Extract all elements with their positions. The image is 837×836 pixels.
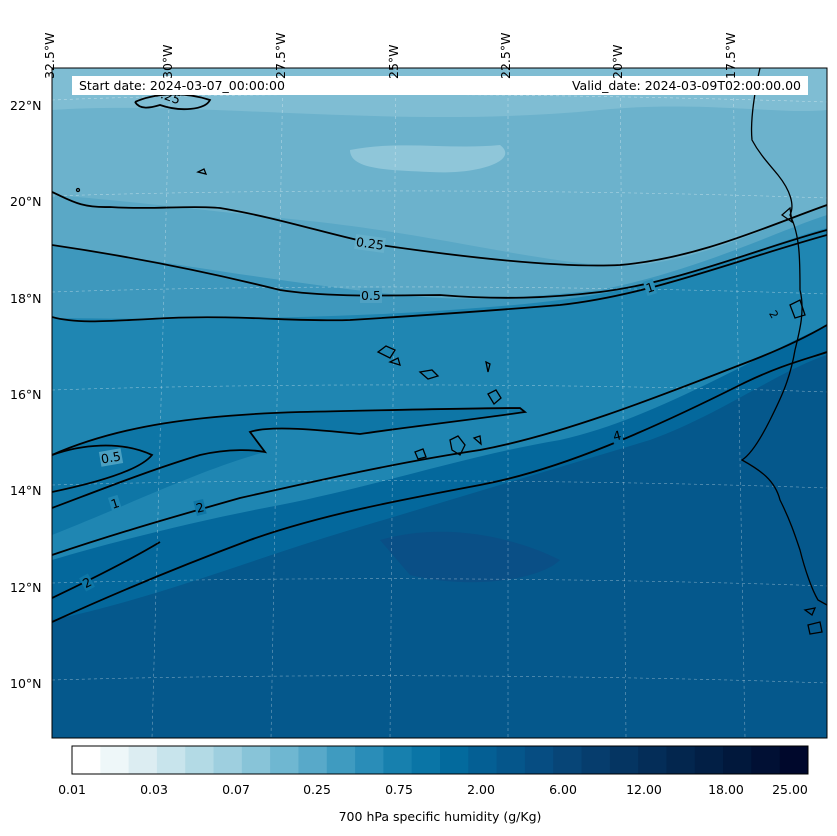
colorbar-tick: 6.00 [549,782,577,797]
colorbar-tick: 12.00 [626,782,662,797]
graticule [52,68,827,738]
bissagos-island-icon [807,621,823,635]
lon-label: 25°W [386,44,401,79]
contour-0-5-south [52,444,154,493]
contour-2-west [52,541,161,599]
cape-verde-island-icon [376,345,396,359]
valid-date: Valid_date: 2024-03-09T02:00:00.00 [571,78,801,93]
small-island-icon [75,187,81,193]
cape-verde-island-icon [449,435,466,456]
colorbar-tick: 0.03 [140,782,168,797]
bissagos-island-icon [803,607,817,616]
colorbar-swatch [298,746,328,774]
lon-label: 20°W [610,44,625,79]
cape-verde-island-icon [388,357,401,366]
lat-label: 20°N [10,194,42,209]
colorbar-tick: 0.01 [58,782,86,797]
lat-label: 22°N [10,98,42,113]
lon-label: 32.5°W [42,32,57,79]
colorbar-tick: 0.07 [222,782,250,797]
cape-verde-island-icon [485,360,491,373]
colorbar-swatch [156,746,186,774]
lat-label: 16°N [10,387,42,402]
colorbar-swatch [666,746,696,774]
colorbar-tick: 25.00 [772,782,808,797]
lon-label: 30°W [160,44,175,79]
colorbar-swatch [468,746,498,774]
canary-island-icon [780,206,793,224]
colorbar-swatch [553,746,583,774]
date-info-bar: Start date: 2024-03-07_00:00:00 Valid_da… [72,76,808,95]
band-3 [52,408,525,535]
colorbar-swatch [440,746,469,774]
colorbar [72,746,809,774]
map-field [52,68,827,738]
band-light-patch [350,145,506,173]
colorbar-swatch [694,746,724,774]
colorbar-swatch [496,746,526,774]
colorbar-swatch [581,746,611,774]
lat-label: 10°N [10,676,42,691]
colorbar-swatch [524,746,554,774]
start-date: Start date: 2024-03-07_00:00:00 [79,78,285,93]
colorbar-swatch [355,746,384,774]
lat-label: 18°N [10,291,42,306]
colorbar-swatch [609,746,639,774]
colorbar-swatch [383,746,413,774]
colorbar-tick: 0.75 [385,782,413,797]
colorbar-swatch [638,746,667,774]
colorbar-swatch [185,746,215,774]
lon-label: 27.5°W [273,32,288,79]
contour-4 [52,351,827,623]
lat-label: 14°N [10,483,42,498]
contour-1-south [52,407,528,509]
colorbar-tick: 18.00 [708,782,744,797]
coastline [75,68,827,635]
colorbar-swatch [723,746,752,774]
colorbar-swatch [213,746,243,774]
colorbar-tick: 0.25 [303,782,331,797]
contour-0-5 [52,229,827,299]
small-island-icon [196,168,208,175]
lon-label: 22.5°W [498,32,513,79]
contour-1 [52,234,827,323]
colorbar-swatch [751,746,781,774]
map-frame [51,67,828,739]
cape-verde-island-icon [418,369,440,380]
colorbar-tick: 2.00 [467,782,495,797]
colorbar-swatch [326,746,356,774]
colorbar-swatch [100,746,130,774]
colorbar-swatch [779,746,809,774]
lat-label: 12°N [10,580,42,595]
colorbar-swatch [128,746,158,774]
cape-verde-island-icon [472,435,482,446]
colorbar-swatch [411,746,441,774]
cape-verde-island-icon [414,448,427,460]
contour-2 [52,324,827,556]
canary-island-icon [789,299,806,319]
colorbar-swatch [72,746,101,774]
band-darkest-patch [380,531,560,583]
lon-label: 17.5°W [723,32,738,79]
colorbar-label: 700 hPa specific humidity (g/Kg) [338,809,542,824]
contour-label: 0.5 [360,288,382,303]
cape-verde-island-icon [487,389,502,405]
colorbar-swatch [270,746,299,774]
colorbar-frame [71,745,809,775]
colorbar-swatch [241,746,271,774]
africa-coast-icon [740,68,827,606]
